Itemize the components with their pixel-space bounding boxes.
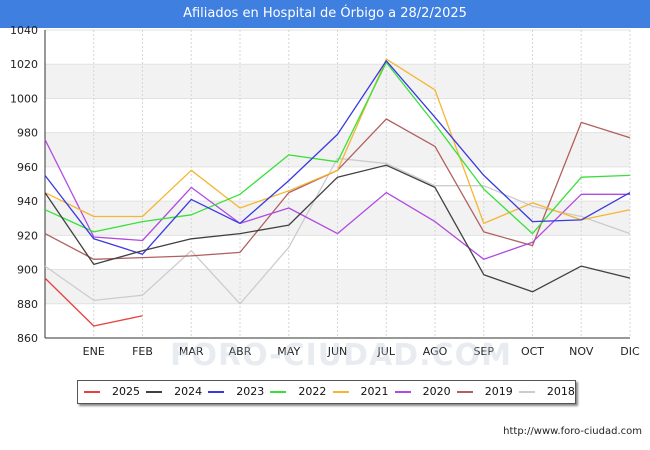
grid-band [45,64,630,99]
footer-url[interactable]: http://www.foro-ciudad.com [503,426,642,437]
y-tick-label: 940 [17,195,38,208]
watermark: FORO-CIUDAD.COM [170,338,512,373]
x-tick-label: ENE [83,345,105,358]
y-axis: 860 880 900 920 940 960 980 1000 1020 1040 [10,24,38,345]
legend-item-2018: 2018 [518,381,575,403]
legend-swatch [208,391,225,393]
y-tick-label: 920 [17,229,38,242]
legend-label: 2018 [546,385,575,398]
legend-swatch [146,391,163,393]
legend-item-2021: 2021 [332,381,389,403]
legend-item-2022: 2022 [270,381,326,403]
series-line-2024 [44,164,631,293]
x-tick-label: MAY [277,345,300,358]
series-line-2018 [44,157,631,305]
y-tick-label: 880 [17,298,38,311]
y-tick-label: 1040 [10,24,38,37]
chart-title: Afiliados en Hospital de Órbigo a 28/2/2… [0,0,650,28]
legend-swatch [270,391,287,393]
legend-label: 2024 [174,385,203,398]
series-line-2023 [44,60,631,255]
legend-swatch [332,391,349,393]
legend-swatch [456,391,473,393]
x-tick-label: OCT [521,345,544,358]
y-tick-label: 1000 [10,92,38,105]
series-line-2025 [44,277,143,327]
x-tick-label: DIC [620,345,640,358]
y-tick-label: 860 [17,332,38,345]
x-axis: ENE FEB MAR ABR MAY JUN JUL AGO SEP OCT NOV DIC [83,345,640,358]
series-line-2022 [44,61,631,235]
legend-swatch [84,391,100,393]
series-line-2021 [44,58,631,225]
legend-item-2020: 2020 [394,381,451,403]
series-line-2020 [44,139,630,260]
series-lines [44,58,631,327]
x-tick-label: SEP [473,345,494,358]
y-tick-label: 1020 [10,58,38,71]
x-tick-label: JUL [377,345,396,358]
legend: 2025 2024 2023 2022 2021 2020 2019 2018 [77,380,576,404]
x-tick-label: JUN [327,345,348,358]
y-tick-label: 960 [17,161,38,174]
x-tick-label: ABR [229,345,252,358]
x-tick-label: FEB [132,345,153,358]
y-tick-label: 900 [17,264,38,277]
x-tick-label: MAR [179,345,204,358]
legend-item-2024: 2024 [146,381,202,403]
legend-item-2025: 2025 [84,381,140,403]
legend-item-2019: 2019 [456,381,513,403]
legend-item-2023: 2023 [208,381,264,403]
legend-label: 2020 [422,385,451,398]
legend-label: 2019 [484,385,513,398]
legend-label: 2021 [360,385,389,398]
legend-swatch [518,391,535,393]
legend-label: 2022 [298,385,327,398]
legend-label: 2025 [112,385,140,398]
y-tick-label: 980 [17,127,38,140]
legend-label: 2023 [236,385,265,398]
x-tick-label: NOV [569,345,594,358]
x-tick-label: AGO [423,345,448,358]
grid-lines [44,29,631,339]
legend-swatch [394,391,411,393]
